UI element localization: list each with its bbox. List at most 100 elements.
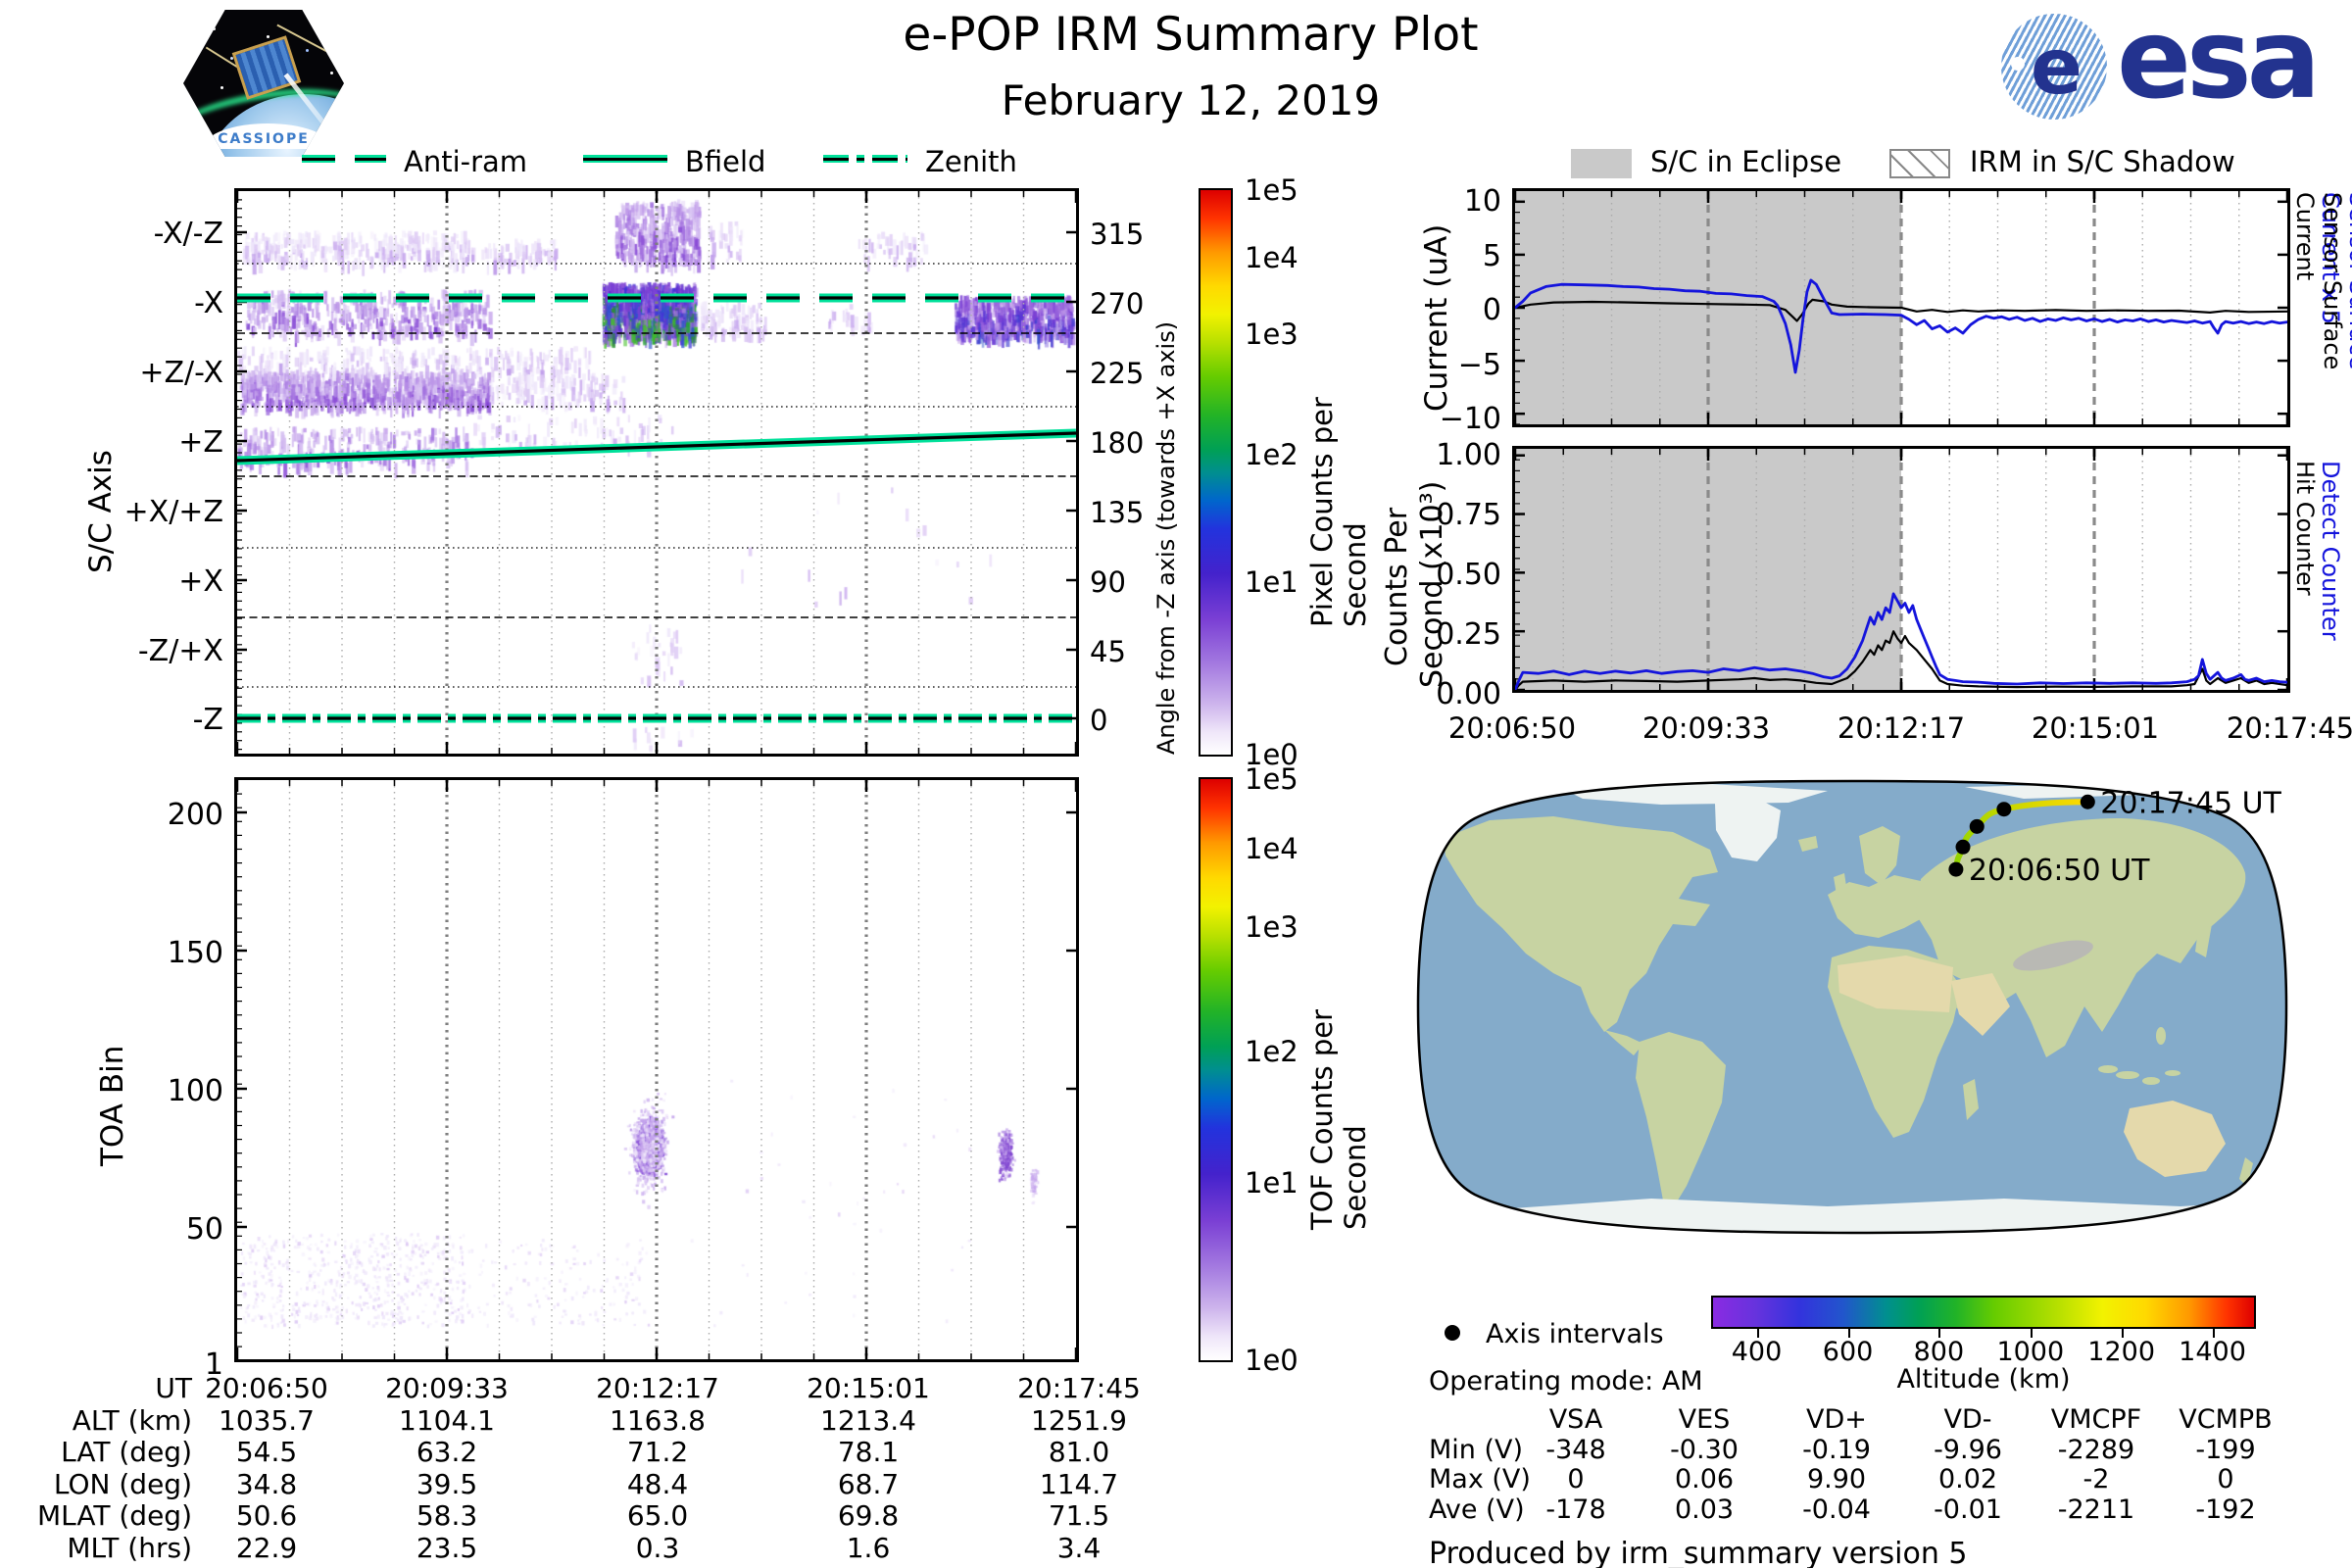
volt-cell: -0.01 xyxy=(1934,1494,2002,1525)
sc-axis-row-label: -Z xyxy=(192,703,223,737)
current-ytick-label: 10 xyxy=(1463,184,1501,219)
tof-colorbar-label: TOF Counts per Second xyxy=(1305,1008,1372,1230)
altitude-tick-label: 400 xyxy=(1731,1337,1783,1367)
eclipse-swatch xyxy=(1571,149,1632,178)
polar-ice xyxy=(1470,784,2259,1233)
eph-cell: 78.1 xyxy=(837,1436,900,1468)
eph-cell: 58.3 xyxy=(416,1499,478,1532)
eph-cell: 71.2 xyxy=(626,1436,689,1468)
volt-cell: 0.02 xyxy=(1937,1464,1998,1494)
altitude-tick-mark xyxy=(1847,1329,1850,1338)
angle-axis-label: Angle from -Z axis (towards +X axis) xyxy=(1152,320,1180,755)
time-xtick-label: 20:09:33 xyxy=(1642,711,1771,745)
volt-cell: -2 xyxy=(2082,1464,2110,1494)
sc-axis-row-label: +Z xyxy=(178,425,223,460)
volt-cell: -348 xyxy=(1545,1434,1606,1465)
antiram-legend-label: Anti-ram xyxy=(404,145,528,178)
colorbar-tick-label: 1e1 xyxy=(1245,1165,1298,1200)
altitude-tick-mark xyxy=(1756,1329,1759,1338)
hit-counter-label: Hit Counter xyxy=(2291,461,2319,596)
ground-track-map: 20:06:50 UT 20:17:45 UT xyxy=(1416,779,2288,1235)
volt-row-label: Max (V) xyxy=(1429,1464,1531,1494)
sc-axis-row-label: +X/+Z xyxy=(123,495,223,529)
volt-cell: 0 xyxy=(1567,1464,1585,1494)
detect-counter-label: Detect Counter xyxy=(2317,461,2344,641)
sc-axis-row-label: -X/-Z xyxy=(153,217,223,251)
altitude-tick-label: 800 xyxy=(1913,1337,1965,1367)
altitude-label: Altitude (km) xyxy=(1896,1364,2071,1395)
eph-cell: 1251.9 xyxy=(1031,1403,1127,1437)
eph-cell: 1213.4 xyxy=(820,1403,916,1437)
counts-ytick-label: 0.25 xyxy=(1436,617,1501,652)
angle-axis-tick: 270 xyxy=(1090,287,1145,320)
sc-axis-overlay xyxy=(237,191,1076,754)
angle-axis-tick: 90 xyxy=(1090,565,1126,599)
eph-cell: 63.2 xyxy=(416,1436,478,1468)
current-ytick-label: −10 xyxy=(1439,402,1501,436)
eph-row-label: ALT (km) xyxy=(72,1403,192,1437)
eph-cell: 23.5 xyxy=(416,1531,478,1564)
eph-cell: 22.9 xyxy=(235,1531,298,1564)
counts-panel xyxy=(1512,446,2290,693)
sc-axis-ylabel: S/C Axis xyxy=(83,450,119,573)
eph-row-label: LAT (deg) xyxy=(61,1436,192,1468)
counts-ytick-label: 1.00 xyxy=(1436,438,1501,472)
angle-axis-tick: 315 xyxy=(1090,218,1145,251)
altitude-tick-label: 600 xyxy=(1822,1337,1874,1367)
time-xtick-label: 20:17:45 xyxy=(2226,711,2352,745)
counts-ytick-label: 0.75 xyxy=(1436,498,1501,532)
angle-axis-tick: 225 xyxy=(1090,357,1145,390)
track-end-time-label: 20:17:45 UT xyxy=(2100,786,2281,820)
eph-cell: 1035.7 xyxy=(219,1403,315,1437)
patch-name: CASSIOPE xyxy=(218,131,310,147)
toa-panel xyxy=(234,777,1079,1362)
time-xtick-label: 20:06:50 xyxy=(1447,711,1577,745)
sc-axis-row-label: -X xyxy=(194,286,223,320)
toa-ytick-label: 200 xyxy=(167,798,223,832)
axis-intervals-label: Axis intervals xyxy=(1486,1319,1664,1349)
colorbar-tick-label: 1e4 xyxy=(1245,832,1298,866)
esa-wordmark: esa xyxy=(2117,0,2321,123)
page-title: e-POP IRM Summary Plot xyxy=(903,8,1479,62)
volt-cell: 0.06 xyxy=(1674,1464,1735,1494)
volt-col-header: VMCPF xyxy=(2050,1404,2142,1435)
esa-logo: e esa xyxy=(2001,0,2334,127)
toa-overlay xyxy=(237,780,1076,1359)
sensor-current-label: Sensor Surface Current xyxy=(2291,192,2346,370)
axis-intervals-dot-icon xyxy=(1445,1325,1460,1341)
operating-mode-label: Operating mode: AM xyxy=(1429,1366,1703,1396)
zenith-legend-label: Zenith xyxy=(925,145,1017,178)
volt-cell: 0.03 xyxy=(1674,1494,1735,1525)
eph-cell: 1104.1 xyxy=(399,1403,495,1437)
current-ytick-label: 5 xyxy=(1482,239,1501,273)
altitude-tick-label: 1200 xyxy=(2087,1337,2156,1367)
colorbar-tick-label: 1e0 xyxy=(1245,1344,1298,1377)
eph-cell: 48.4 xyxy=(626,1467,689,1500)
eph-cell: 1163.8 xyxy=(610,1403,706,1437)
eph-cell: 20:17:45 xyxy=(1017,1372,1141,1404)
volt-cell: -2289 xyxy=(2057,1434,2135,1465)
antiram-line-sample xyxy=(302,155,386,163)
colorbar-tick-label: 1e1 xyxy=(1245,564,1298,599)
colorbar-tick-label: 1e0 xyxy=(1245,738,1298,771)
current-ytick-label: −5 xyxy=(1457,348,1501,382)
colorbar-tick-label: 1e2 xyxy=(1245,437,1298,471)
volt-cell: 0 xyxy=(2217,1464,2234,1494)
toa-ytick-label: 150 xyxy=(167,936,223,970)
colorbar-tick-label: 1e5 xyxy=(1245,173,1298,207)
volt-row-label: Min (V) xyxy=(1429,1434,1524,1465)
colorbar-tick-label: 1e4 xyxy=(1245,241,1298,275)
pixel-colorbar xyxy=(1199,188,1233,757)
eclipse-legend-label: S/C in Eclipse xyxy=(1650,145,1842,178)
volt-col-header: VD+ xyxy=(1806,1404,1867,1435)
colorbar-tick-label: 1e5 xyxy=(1245,762,1298,796)
toa-ytick-label: 50 xyxy=(185,1212,223,1247)
volt-cell: -192 xyxy=(2195,1494,2256,1525)
sc-axis-row-label: +X xyxy=(178,564,223,599)
page-date: February 12, 2019 xyxy=(1001,76,1381,124)
eph-cell: 0.3 xyxy=(635,1531,680,1564)
eph-cell: 54.5 xyxy=(235,1436,298,1468)
volt-cell: -2211 xyxy=(2057,1494,2135,1525)
esa-globe-icon: e xyxy=(2001,14,2107,120)
